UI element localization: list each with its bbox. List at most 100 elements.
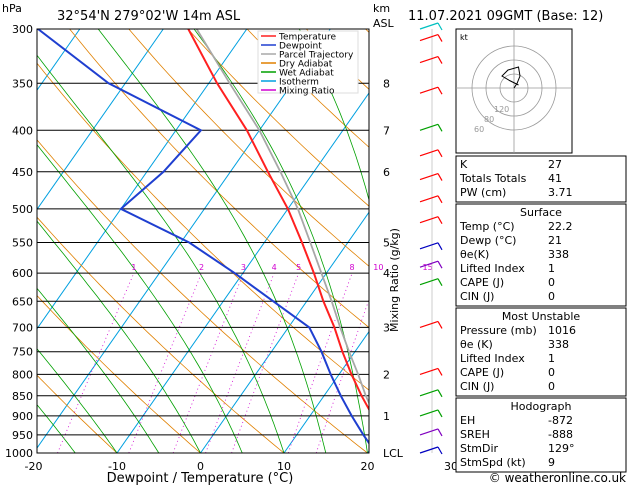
table-row-label: Dewp (°C) <box>460 234 516 247</box>
wind-barb <box>438 35 442 42</box>
table-row-label: θe (K) <box>460 338 493 351</box>
wind-barb <box>438 321 442 328</box>
wet-adiabat-line <box>400 29 451 453</box>
table-row-value: 338 <box>548 338 569 351</box>
mixing-ratio-label: 3 <box>241 263 246 272</box>
wind-barb <box>438 174 442 181</box>
pressure-label: 750 <box>12 346 33 359</box>
table-row-value: 1 <box>548 262 555 275</box>
mixing-ratio-line <box>288 273 352 453</box>
table-row-value: 338 <box>548 248 569 261</box>
wind-barb <box>420 35 438 41</box>
wind-barb <box>438 217 442 224</box>
height-label: 8 <box>383 77 390 90</box>
pressure-label: 500 <box>12 203 33 216</box>
pressure-label: 600 <box>12 267 33 280</box>
mixing-ratio-label: 8 <box>350 263 355 272</box>
pressure-axis-labels: 3003504004505005506006507007508008509009… <box>5 23 33 460</box>
location-title: 32°54'N 279°02'W 14m ASL <box>57 9 241 24</box>
mixing-ratio-line <box>173 273 243 453</box>
wind-barb <box>420 429 438 435</box>
pressure-label: 800 <box>12 368 33 381</box>
wind-barbs <box>420 23 442 454</box>
wind-barb <box>420 243 438 249</box>
wind-barb <box>438 124 442 131</box>
table-row-value: 0 <box>548 380 555 393</box>
pressure-label: 850 <box>12 390 33 403</box>
wind-barb <box>420 368 438 374</box>
table-row-value: 22.2 <box>548 220 573 233</box>
table-row-label: Totals Totals <box>459 172 527 185</box>
table-row-label: PW (cm) <box>460 186 506 199</box>
table-row-value: 0 <box>548 276 555 289</box>
wind-barb <box>420 150 438 156</box>
height-label: LCL <box>383 447 404 460</box>
table-row-label: Pressure (mb) <box>460 324 537 337</box>
table-row-label: Temp (°C) <box>459 220 515 233</box>
wind-barb <box>438 150 442 157</box>
wind-barb <box>420 279 438 285</box>
wind-barb <box>438 390 442 397</box>
table-block-title: Most Unstable <box>502 310 581 323</box>
table-block-title: Surface <box>520 206 562 219</box>
wind-barb <box>438 196 442 203</box>
mixing-ratio-label: 1 <box>131 263 136 272</box>
wind-barb <box>420 410 438 416</box>
datetime-title: 11.07.2021 09GMT (Base: 12) <box>408 9 603 24</box>
height-label: 6 <box>383 166 390 179</box>
height-unit-asl: ASL <box>373 17 395 30</box>
pressure-label: 400 <box>12 124 33 137</box>
table-row-value: 0 <box>548 290 555 303</box>
wind-barb <box>420 390 438 396</box>
table-row-label: StmSpd (kt) <box>460 456 526 469</box>
table-row-label: CIN (J) <box>460 290 494 303</box>
wind-barb <box>438 447 442 454</box>
wind-barb <box>438 23 442 30</box>
height-unit-km: km <box>373 2 390 15</box>
table-row-label: CIN (J) <box>460 380 494 393</box>
hodograph-ring-label: 80 <box>484 115 494 124</box>
table-row-label: EH <box>460 414 475 427</box>
mixing-ratio-label: 4 <box>272 263 277 272</box>
wind-barb <box>420 174 438 180</box>
pressure-label: 900 <box>12 410 33 423</box>
wet-adiabat-line <box>17 29 284 453</box>
mixing-ratio-label: 10 <box>373 263 383 272</box>
table-row-label: CAPE (J) <box>460 366 504 379</box>
pressure-label: 650 <box>12 295 33 308</box>
pressure-label: 1000 <box>5 447 33 460</box>
table-row-label: K <box>460 158 468 171</box>
mixing-ratio-label: 2 <box>199 263 204 272</box>
table-row-label: StmDir <box>460 442 499 455</box>
wind-barb <box>438 410 442 417</box>
table-row-value: 1 <box>548 352 555 365</box>
hodograph-unit: kt <box>460 33 468 42</box>
wind-barb <box>438 243 442 250</box>
height-label: 7 <box>383 124 390 137</box>
hodograph-ring-label: 120 <box>494 105 509 114</box>
footer-credit: © weatheronline.co.uk <box>489 471 626 485</box>
mixing-ratio-label: 5 <box>296 263 301 272</box>
wind-barb <box>438 368 442 375</box>
table-row-value: 41 <box>548 172 562 185</box>
wind-barb <box>438 429 442 436</box>
temperature-tick-label: 20 <box>361 460 375 473</box>
x-axis-title: Dewpoint / Temperature (°C) <box>107 471 294 486</box>
pressure-label: 450 <box>12 166 33 179</box>
wind-barb <box>420 196 438 202</box>
height-label: 2 <box>383 368 390 381</box>
table-row-label: Lifted Index <box>460 262 525 275</box>
mixing-ratio-labels: 12345810152025 <box>131 263 497 272</box>
mixing-ratio-axis-title: Mixing Ratio (g/kg) <box>388 228 401 332</box>
hodograph-ring-label: 60 <box>474 125 484 134</box>
mixing-ratio-line <box>58 273 134 453</box>
mixing-ratio-line <box>129 273 202 453</box>
wind-barb <box>438 57 442 64</box>
pressure-label: 700 <box>12 321 33 334</box>
wind-barb <box>438 261 442 268</box>
dry-adiabat-line <box>0 29 284 453</box>
table-row-value: -872 <box>548 414 573 427</box>
table-row-value: 27 <box>548 158 562 171</box>
